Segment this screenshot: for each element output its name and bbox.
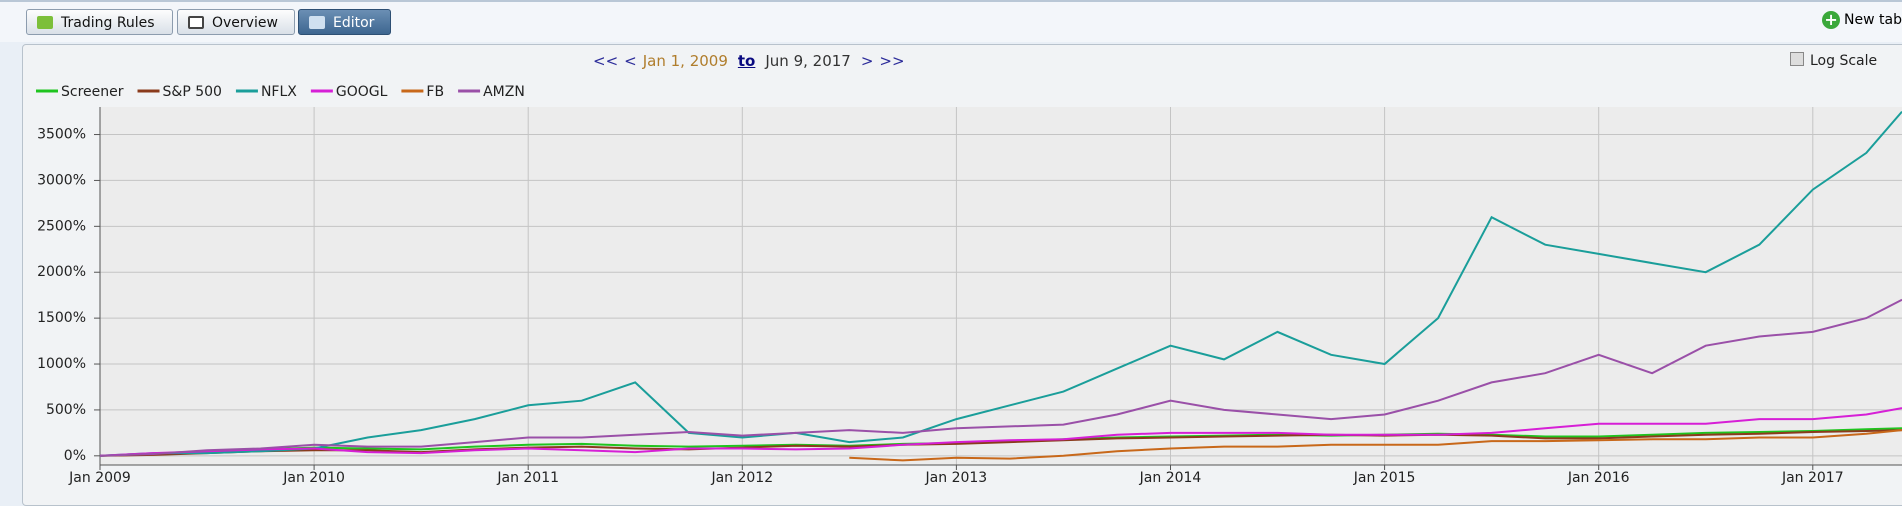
legend-label: S&P 500 bbox=[163, 84, 222, 100]
tab-label: Editor bbox=[333, 15, 375, 31]
legend-label: FB bbox=[426, 84, 444, 100]
tab-label: Overview bbox=[212, 15, 278, 31]
tab-label: Trading Rules bbox=[61, 15, 155, 31]
x-tick-label: Jan 2016 bbox=[1567, 470, 1630, 486]
tab[interactable]: Trading Rules bbox=[26, 9, 173, 35]
legend-label: AMZN bbox=[483, 84, 525, 100]
next-button[interactable]: > bbox=[860, 52, 874, 70]
y-tick-label: 3500% bbox=[37, 127, 86, 143]
end-date[interactable]: Jun 9, 2017 bbox=[765, 52, 851, 70]
y-tick-label: 1500% bbox=[37, 310, 86, 326]
tab[interactable]: Editor bbox=[298, 9, 391, 35]
first-button[interactable]: << bbox=[593, 52, 619, 70]
new-tab-button[interactable]: + New tab bbox=[1820, 10, 1902, 32]
date-range-nav: << < Jan 1, 2009 to Jun 9, 2017 > >> bbox=[593, 52, 911, 70]
prev-button[interactable]: < bbox=[624, 52, 637, 70]
tab-icon bbox=[309, 16, 325, 29]
x-tick-label: Jan 2014 bbox=[1139, 470, 1202, 486]
checkbox[interactable] bbox=[1790, 52, 1804, 66]
x-tick-label: Jan 2015 bbox=[1353, 470, 1416, 486]
log-scale-toggle[interactable]: Log Scale bbox=[1790, 52, 1877, 69]
y-tick-label: 0% bbox=[64, 448, 86, 464]
tab[interactable]: Overview bbox=[177, 9, 295, 35]
plus-icon: + bbox=[1822, 11, 1841, 29]
series-line bbox=[99, 298, 1902, 457]
tab-icon bbox=[37, 16, 53, 29]
y-tick-label: 3000% bbox=[37, 172, 86, 188]
last-button[interactable]: >> bbox=[879, 52, 905, 70]
x-tick-label: Jan 2013 bbox=[925, 470, 988, 486]
tab-icon bbox=[188, 16, 204, 29]
legend-label: Screener bbox=[61, 84, 124, 100]
start-date[interactable]: Jan 1, 2009 bbox=[642, 52, 728, 70]
x-tick-label: Jan 2009 bbox=[68, 470, 131, 486]
legend-label: NFLX bbox=[261, 84, 297, 100]
x-tick-label: Jan 2017 bbox=[1781, 470, 1844, 486]
x-tick-label: Jan 2012 bbox=[710, 470, 773, 486]
series-line bbox=[849, 429, 1902, 462]
series-line bbox=[99, 110, 1902, 457]
plot-area bbox=[100, 107, 1902, 465]
to-link[interactable]: to bbox=[737, 52, 756, 70]
log-scale-label: Log Scale bbox=[1810, 53, 1878, 69]
y-tick-label: 1000% bbox=[37, 356, 86, 372]
new-tab-label: New tab bbox=[1844, 12, 1902, 28]
tab-bar: Trading Rules Overview Editor + New tab bbox=[0, 0, 1902, 42]
y-tick-label: 2500% bbox=[37, 218, 86, 234]
series-line bbox=[99, 407, 1902, 457]
y-tick-label: 500% bbox=[46, 402, 86, 418]
chart: 0% 500% 1000% 1500% 2000% 2500% 3000% 3500% Jan … bbox=[36, 84, 1902, 486]
y-tick-label: 2000% bbox=[37, 264, 86, 280]
series-line bbox=[99, 429, 1902, 457]
x-tick-label: Jan 2011 bbox=[496, 470, 559, 486]
x-tick-label: Jan 2010 bbox=[282, 470, 345, 486]
legend-label: GOOGL bbox=[336, 84, 388, 100]
